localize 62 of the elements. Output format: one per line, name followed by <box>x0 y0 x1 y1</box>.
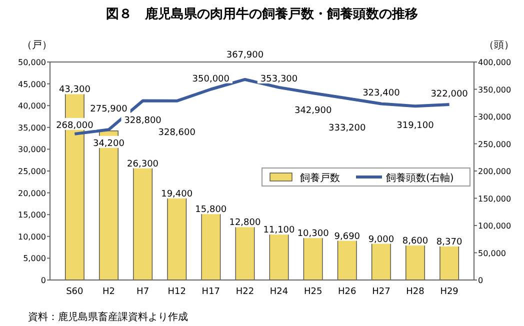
data-label: 319,100 <box>396 121 434 132</box>
y2-tick-label: 350,000 <box>478 85 512 94</box>
y-tick-label: 30,000 <box>18 145 46 154</box>
data-label: 323,400 <box>362 88 400 99</box>
x-tick-label: S60 <box>66 287 84 297</box>
data-label: 12,800 <box>229 218 261 228</box>
y-tick-label: 35,000 <box>18 123 46 132</box>
data-label: 367,900 <box>226 50 264 60</box>
y2-tick-label: 50,000 <box>478 248 506 258</box>
y2-tick-label: 400,000 <box>478 58 512 67</box>
x-tick-label: H25 <box>304 287 322 297</box>
data-label: 10,300 <box>297 229 330 240</box>
data-label: 9,000 <box>368 234 394 245</box>
legend-label: 飼養頭数(右軸) <box>386 172 454 184</box>
data-label: 43,300 <box>58 85 91 96</box>
x-tick-label: H22 <box>236 287 254 297</box>
data-label: 11,100 <box>263 226 296 236</box>
data-label: 342,900 <box>294 106 332 116</box>
data-label: 34,200 <box>92 138 125 149</box>
y-tick-label: 15,000 <box>18 210 46 220</box>
y-tick-label: 0 <box>40 276 46 285</box>
data-label: 19,400 <box>161 189 193 200</box>
y2-axis-title: （頭） <box>484 40 514 51</box>
legend-label: 飼養戸数 <box>300 172 340 184</box>
y-axis-title: （戸） <box>22 40 52 51</box>
data-label: 8,370 <box>436 238 462 248</box>
y-tick-label: 20,000 <box>18 188 46 198</box>
y-tick-label: 45,000 <box>18 80 46 89</box>
x-tick-label: H24 <box>270 287 288 297</box>
y-tick-label: 10,000 <box>18 232 46 242</box>
y2-tick-label: 0 <box>478 276 484 285</box>
data-label: 350,000 <box>192 74 230 84</box>
chart-title: 図８ 鹿児島県の肉用牛の飼養戸数・飼養頭数の推移 <box>106 6 418 22</box>
data-label: 268,000 <box>56 120 94 131</box>
text: 資料：鹿児島県畜産課資料より作成 <box>28 311 188 323</box>
x-tick-label: H28 <box>406 287 425 297</box>
data-label: 353,300 <box>260 74 298 84</box>
y2-tick-label: 250,000 <box>478 140 512 149</box>
x-tick-label: H2 <box>102 287 115 297</box>
x-tick-label: H27 <box>372 287 390 297</box>
y2-tick-label: 150,000 <box>478 194 512 204</box>
y-tick-label: 40,000 <box>18 102 46 111</box>
x-tick-label: H12 <box>168 287 186 297</box>
data-label: 26,300 <box>127 159 159 170</box>
x-tick-label: H29 <box>440 287 459 297</box>
data-label: 333,200 <box>328 123 366 134</box>
y-tick-label: 50,000 <box>18 58 46 67</box>
data-label: 15,800 <box>195 205 227 216</box>
y-tick-label: 5,000 <box>23 254 46 264</box>
y2-tick-label: 300,000 <box>478 112 512 122</box>
data-label: 322,000 <box>430 90 468 100</box>
data-label: 328,600 <box>158 128 196 138</box>
y2-tick-label: 200,000 <box>478 167 512 176</box>
x-tick-label: H17 <box>202 287 220 297</box>
x-tick-label: H7 <box>136 287 150 297</box>
data-label: 9,690 <box>334 232 360 242</box>
y-tick-label: 25,000 <box>18 167 46 176</box>
data-label: 275,900 <box>90 104 128 115</box>
y2-tick-label: 100,000 <box>478 222 512 230</box>
data-label: 8,600 <box>402 236 428 247</box>
x-tick-label: H26 <box>338 287 357 297</box>
data-label: 328,800 <box>124 116 162 126</box>
